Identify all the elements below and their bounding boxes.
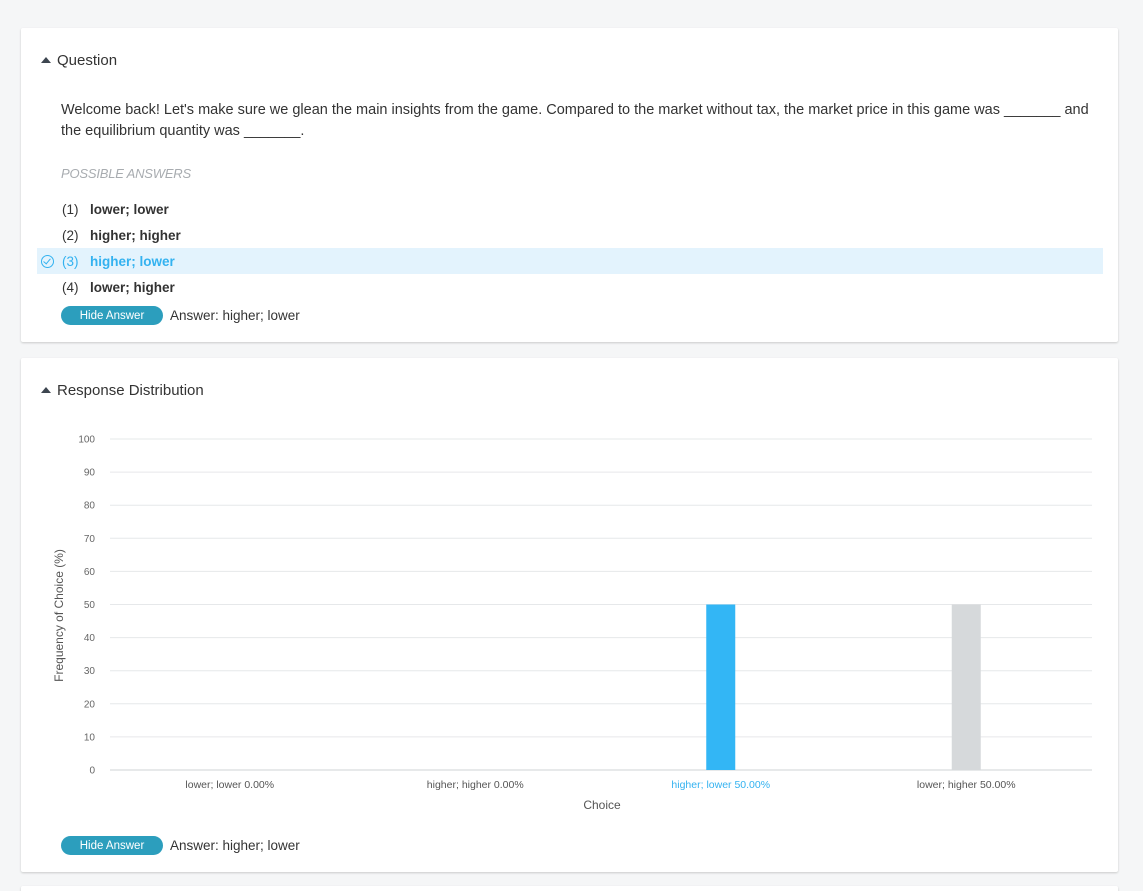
answer-text: lower; higher bbox=[90, 279, 175, 295]
caret-up-icon bbox=[41, 386, 51, 393]
answer-text: higher; higher bbox=[90, 227, 181, 243]
check-circle-icon bbox=[41, 255, 54, 268]
question-card: Question Welcome back! Let's make sure w… bbox=[21, 28, 1118, 342]
caret-up-icon bbox=[41, 56, 51, 63]
y-tick-label: 50 bbox=[84, 600, 96, 611]
answer-option-4: (4) lower; higher bbox=[37, 274, 1103, 300]
question-header-title: Question bbox=[57, 52, 118, 69]
answer-reveal-row: Hide Answer Answer: higher; lower bbox=[61, 836, 300, 855]
answer-option-3-correct: (3) higher; lower bbox=[37, 248, 1103, 274]
x-category-label: higher; lower 50.00% bbox=[671, 779, 770, 791]
response-distribution-chart: 0 10 20 30 40 50 60 70 80 90 100 lower; lower 0.00%… bbox=[52, 435, 1092, 812]
answer-text: higher; lower bbox=[90, 253, 175, 269]
y-axis-title: Frequency of Choice (%) bbox=[52, 549, 66, 682]
x-axis-title: Choice bbox=[583, 798, 621, 812]
response-distribution-card: Response Distribution 0 10 20 30 40 50 60 70 80 9… bbox=[21, 358, 1118, 872]
hide-answer-button[interactable]: Hide Answer bbox=[61, 836, 163, 855]
answer-option-1: (1) lower; lower bbox=[37, 196, 1103, 222]
answer-list: (1) lower; lower (2) higher; higher (3) … bbox=[37, 196, 1103, 300]
hide-answer-button[interactable]: Hide Answer bbox=[61, 306, 163, 325]
y-tick-label: 100 bbox=[78, 435, 95, 446]
answer-number: (1) bbox=[62, 201, 79, 217]
next-card bbox=[21, 886, 1118, 891]
answer-number: (3) bbox=[62, 253, 79, 269]
y-tick-label: 0 bbox=[89, 766, 95, 777]
answer-text-inline: Answer: higher; lower bbox=[170, 308, 300, 323]
distribution-header-title: Response Distribution bbox=[57, 382, 204, 399]
y-tick-label: 20 bbox=[84, 699, 96, 710]
answer-text: lower; lower bbox=[90, 201, 169, 217]
y-tick-label: 70 bbox=[84, 534, 96, 545]
x-category-label: lower; higher 50.00% bbox=[917, 779, 1016, 791]
y-tick-label: 10 bbox=[84, 732, 96, 743]
distribution-header-toggle[interactable]: Response Distribution bbox=[41, 382, 204, 399]
x-category-label: lower; lower 0.00% bbox=[185, 779, 274, 791]
answer-text-inline: Answer: higher; lower bbox=[170, 838, 300, 853]
answer-reveal-row: Hide Answer Answer: higher; lower bbox=[61, 306, 300, 325]
y-tick-label: 30 bbox=[84, 666, 96, 677]
answer-number: (4) bbox=[62, 279, 79, 295]
bar bbox=[951, 604, 981, 770]
y-tick-label: 80 bbox=[84, 501, 96, 512]
possible-answers-label: POSSIBLE ANSWERS bbox=[61, 166, 191, 181]
question-text: Welcome back! Let's make sure we glean t… bbox=[61, 102, 1089, 139]
answer-option-2: (2) higher; higher bbox=[37, 222, 1103, 248]
x-category-label: higher; higher 0.00% bbox=[427, 779, 524, 791]
y-tick-label: 90 bbox=[84, 468, 96, 479]
y-tick-label: 60 bbox=[84, 567, 96, 578]
y-tick-label: 40 bbox=[84, 633, 96, 644]
bar bbox=[706, 604, 736, 770]
answer-number: (2) bbox=[62, 227, 79, 243]
question-header-toggle[interactable]: Question bbox=[41, 52, 117, 69]
